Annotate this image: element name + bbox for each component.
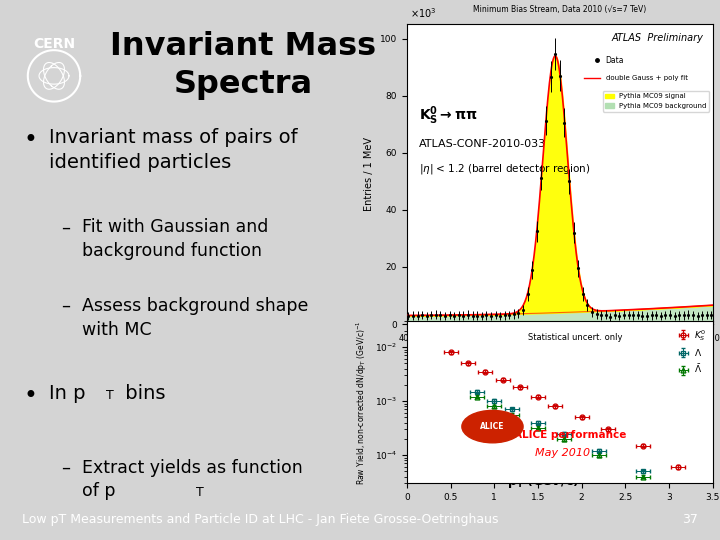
Text: $\mathbf{p_T\ (GeV/c)}$: $\mathbf{p_T\ (GeV/c)}$ [508, 472, 580, 490]
Text: Data: Data [606, 56, 624, 65]
Y-axis label: Raw Yield, non-corrected dN/dp$_T$ (GeV/c)$^{-1}$: Raw Yield, non-corrected dN/dp$_T$ (GeV/… [355, 320, 369, 485]
Legend: $K^0_S$, $\Lambda$, $\bar{\Lambda}$: $K^0_S$, $\Lambda$, $\bar{\Lambda}$ [678, 326, 708, 377]
Text: $M_{\pi^+\pi^-}$ [MeV]: $M_{\pi^+\pi^-}$ [MeV] [606, 350, 668, 364]
Text: –: – [61, 218, 71, 237]
Text: Minimum Bias Stream, Data 2010 (√s=7 TeV): Minimum Bias Stream, Data 2010 (√s=7 TeV… [473, 5, 647, 15]
Text: Fit with Gaussian and
background function: Fit with Gaussian and background functio… [82, 218, 269, 260]
Y-axis label: Entries / 1 MeV: Entries / 1 MeV [364, 137, 374, 211]
Text: ALICE performance: ALICE performance [514, 430, 626, 440]
Text: ALICE: ALICE [480, 422, 505, 431]
Text: T: T [196, 485, 204, 498]
Text: Extract yields as function
of p: Extract yields as function of p [82, 459, 303, 501]
Text: •: • [24, 128, 37, 152]
Text: In p: In p [49, 384, 86, 403]
Text: bins: bins [119, 384, 166, 403]
Text: –: – [61, 459, 71, 477]
Text: ATLAS  Preliminary: ATLAS Preliminary [612, 33, 703, 43]
Circle shape [462, 410, 523, 443]
Text: Assess background shape
with MC: Assess background shape with MC [82, 297, 309, 339]
Text: Invariant Mass
Spectra: Invariant Mass Spectra [110, 31, 377, 100]
Text: •: • [24, 384, 37, 408]
Text: $\mathbf{M_{\pi\pi}}$: $\mathbf{M_{\pi\pi}}$ [514, 348, 544, 364]
Text: Invariant mass of pairs of
identified particles: Invariant mass of pairs of identified pa… [49, 128, 297, 172]
Text: double Gauss + poly fit: double Gauss + poly fit [606, 75, 688, 81]
Text: May 2010: May 2010 [535, 448, 590, 458]
Text: Statistical uncert. only: Statistical uncert. only [528, 333, 622, 342]
Legend: Pythia MC09 signal, Pythia MC09 background: Pythia MC09 signal, Pythia MC09 backgrou… [603, 91, 709, 112]
Text: $\times 10^3$: $\times 10^3$ [410, 6, 436, 21]
Text: ATLAS-CONF-2010-033: ATLAS-CONF-2010-033 [419, 139, 546, 149]
Text: CERN: CERN [33, 37, 75, 51]
Text: |$\eta$| < 1.2 (barrel detector region): |$\eta$| < 1.2 (barrel detector region) [419, 161, 590, 176]
Text: –: – [61, 297, 71, 315]
Text: 37: 37 [683, 513, 698, 526]
Text: Low pT Measurements and Particle ID at LHC - Jan Fiete Grosse-Oetringhaus: Low pT Measurements and Particle ID at L… [22, 513, 498, 526]
Text: T: T [106, 389, 114, 402]
Text: $\mathbf{K^0_S \rightarrow \pi\pi}$: $\mathbf{K^0_S \rightarrow \pi\pi}$ [419, 105, 477, 127]
